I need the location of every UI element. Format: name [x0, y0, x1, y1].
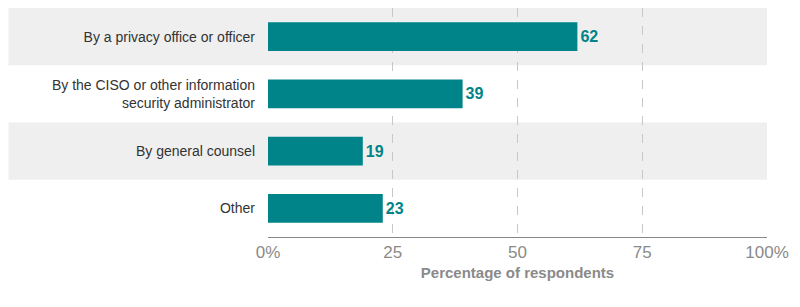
svg-text:19: 19 [366, 143, 384, 160]
svg-text:By a privacy office or officer: By a privacy office or officer [84, 29, 256, 45]
svg-text:75: 75 [633, 243, 652, 262]
svg-text:25: 25 [383, 243, 402, 262]
svg-text:62: 62 [580, 28, 598, 45]
svg-text:50: 50 [508, 243, 527, 262]
svg-text:0%: 0% [256, 243, 281, 262]
svg-text:By general counsel: By general counsel [136, 143, 255, 159]
svg-text:Percentage of respondents: Percentage of respondents [421, 264, 614, 281]
svg-text:100%: 100% [745, 243, 788, 262]
svg-text:23: 23 [386, 200, 404, 217]
svg-text:By the CISO or other informati: By the CISO or other informationsecurity… [52, 77, 255, 111]
svg-text:39: 39 [466, 85, 484, 102]
svg-text:Other: Other [220, 200, 255, 216]
